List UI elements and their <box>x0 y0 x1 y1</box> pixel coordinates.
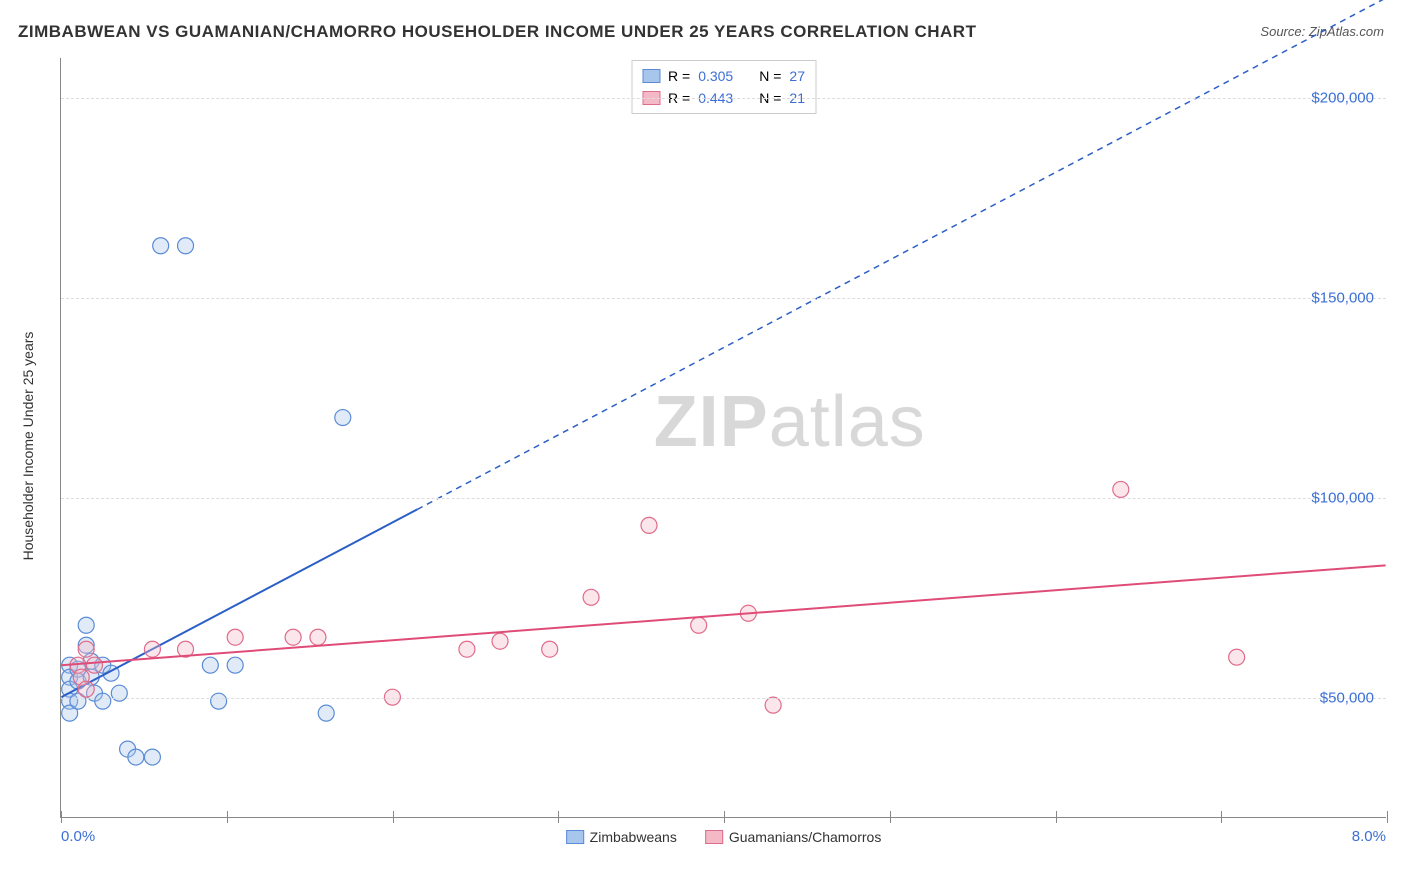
data-point-zimbabweans <box>318 705 334 721</box>
x-tick <box>227 811 228 823</box>
gridline-h <box>61 498 1386 499</box>
legend-item-zimbabweans: Zimbabweans <box>566 829 677 845</box>
data-point-guamanians <box>492 633 508 649</box>
trendline-dash-zimbabweans <box>417 0 1385 509</box>
source-link[interactable]: ZipAtlas.com <box>1309 24 1384 39</box>
swatch-guamanians-icon <box>705 830 723 844</box>
x-tick <box>724 811 725 823</box>
data-point-guamanians <box>78 681 94 697</box>
data-point-guamanians <box>144 641 160 657</box>
x-tick-label: 8.0% <box>1352 828 1386 845</box>
x-tick <box>61 811 62 823</box>
scatter-svg <box>61 58 1386 817</box>
data-point-guamanians <box>765 697 781 713</box>
y-tick-label: $100,000 <box>1311 490 1374 507</box>
series-legend: Zimbabweans Guamanians/Chamorros <box>566 829 882 845</box>
data-point-guamanians <box>459 641 475 657</box>
data-point-zimbabweans <box>95 693 111 709</box>
x-tick <box>1387 811 1388 823</box>
data-point-guamanians <box>310 629 326 645</box>
data-point-zimbabweans <box>128 749 144 765</box>
data-point-zimbabweans <box>335 410 351 426</box>
legend-item-guamanians: Guamanians/Chamorros <box>705 829 882 845</box>
data-point-guamanians <box>78 641 94 657</box>
legend-label-2: Guamanians/Chamorros <box>729 829 882 845</box>
data-point-zimbabweans <box>202 657 218 673</box>
x-tick <box>393 811 394 823</box>
trendline-guamanians <box>61 565 1385 665</box>
data-point-guamanians <box>227 629 243 645</box>
data-point-zimbabweans <box>227 657 243 673</box>
legend-label-1: Zimbabweans <box>590 829 677 845</box>
data-point-guamanians <box>285 629 301 645</box>
data-point-zimbabweans <box>211 693 227 709</box>
source-label: Source: <box>1260 24 1305 39</box>
y-tick-label: $50,000 <box>1320 690 1374 707</box>
data-point-guamanians <box>641 517 657 533</box>
data-point-zimbabweans <box>178 238 194 254</box>
data-point-guamanians <box>691 617 707 633</box>
x-tick <box>558 811 559 823</box>
data-point-zimbabweans <box>78 617 94 633</box>
chart-title: ZIMBABWEAN VS GUAMANIAN/CHAMORRO HOUSEHO… <box>18 22 976 42</box>
y-tick-label: $200,000 <box>1311 90 1374 107</box>
x-tick <box>1221 811 1222 823</box>
x-tick <box>890 811 891 823</box>
chart-container: ZIMBABWEAN VS GUAMANIAN/CHAMORRO HOUSEHO… <box>0 0 1406 892</box>
gridline-h <box>61 698 1386 699</box>
data-point-guamanians <box>86 657 102 673</box>
swatch-zimbabweans-icon <box>566 830 584 844</box>
data-point-zimbabweans <box>153 238 169 254</box>
data-point-guamanians <box>542 641 558 657</box>
data-point-guamanians <box>1229 649 1245 665</box>
gridline-h <box>61 298 1386 299</box>
gridline-h <box>61 98 1386 99</box>
data-point-zimbabweans <box>144 749 160 765</box>
y-tick-label: $150,000 <box>1311 290 1374 307</box>
data-point-guamanians <box>1113 481 1129 497</box>
plot-area: ZIPatlas R = 0.305 N = 27 R = 0.443 N = … <box>60 58 1386 818</box>
x-tick <box>1056 811 1057 823</box>
y-axis-title: Householder Income Under 25 years <box>20 332 36 561</box>
x-tick-label: 0.0% <box>61 828 95 845</box>
data-point-guamanians <box>583 589 599 605</box>
